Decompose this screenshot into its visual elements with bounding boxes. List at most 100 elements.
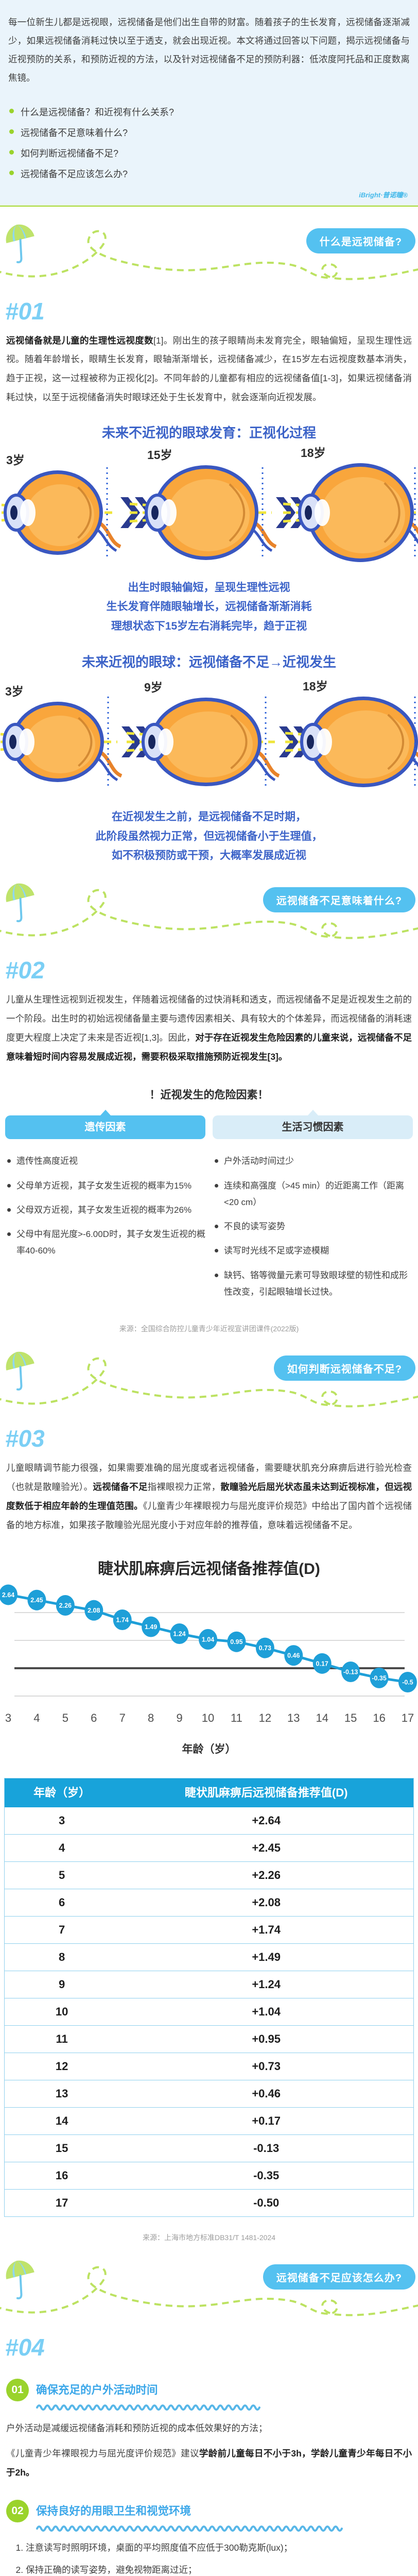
section-03: 如何判断远视储备不足? #03 儿童眼睛调节能力很强，如果需要准确的屈光度或者远… <box>0 1347 418 2243</box>
cell-age: 15 <box>55 2142 68 2155</box>
svg-text:3岁: 3岁 <box>5 685 24 698</box>
cell-age: 6 <box>59 1896 65 1909</box>
decoration-row: 什么是远视储备? <box>0 220 418 297</box>
risk-item: 父母双方近视，其子女发生近视的概率为26% <box>5 1202 205 1218</box>
cell-value: +2.08 <box>252 1896 281 1909</box>
table-row: 13 +0.46 <box>5 2080 413 2108</box>
dashed-curve-decoration <box>0 889 418 939</box>
cell-age: 7 <box>59 1923 65 1937</box>
cell-age: 11 <box>56 2032 68 2046</box>
svg-text:0.95: 0.95 <box>230 1639 242 1646</box>
cell-value: +2.45 <box>252 1841 281 1855</box>
risk-item: 读写时光线不足或字迹模糊 <box>213 1243 413 1259</box>
cell-value: +1.49 <box>252 1951 281 1964</box>
cell-age: 3 <box>59 1814 65 1827</box>
hyperopia-reserve-line-chart: 2.64 2.45 2.26 2.08 1.74 1.49 1.24 1.04 0.95 0.73… <box>0 1584 417 1755</box>
section-number-04: #04 <box>5 2334 45 2361</box>
intro-bullet: 远视储备不足意味着什么? <box>8 126 410 139</box>
table-row: 16 -0.35 <box>5 2162 413 2190</box>
risk-item: 不良的读写姿势 <box>213 1218 413 1235</box>
hygiene-item: 保持正确的读写姿势，避免视物距离过近； <box>26 2561 410 2576</box>
table-row: 3 +2.64 <box>5 1807 413 1835</box>
reserve-table: 年龄（岁） 睫状肌麻痹后远视储备推荐值(D) 3 +2.64 4 +2.45 5 +… <box>4 1778 414 2217</box>
section-number-03: #03 <box>5 1425 45 1452</box>
umbrella-icon <box>6 224 34 263</box>
svg-text:2.64: 2.64 <box>2 1591 14 1599</box>
caption-line: 如不积极预防或干预，大概率发展成近视 <box>112 850 306 862</box>
svg-text:14: 14 <box>316 1711 328 1724</box>
step-title: 确保充足的户外活动时间 <box>36 2384 158 2397</box>
risk-column-lifestyle: 生活习惯因素 户外活动时间过少 连续和高强度（>45 min）的近距离工作（距离<… <box>213 1110 413 1308</box>
step-number-badge: 01 <box>6 2379 29 2402</box>
risk-column-genetic: 遗传因素 遗传性高度近视 父母单方近视，其子女发生近视的概率为15% 父母双方近视，… <box>5 1110 205 1308</box>
svg-text:5: 5 <box>62 1711 68 1724</box>
cell-age: 5 <box>59 1869 65 1882</box>
cell-value: +0.46 <box>252 2087 281 2100</box>
chart-title: 睫状肌麻痹后远视储备推荐值(D) <box>98 1561 320 1578</box>
cell-value: +1.04 <box>252 2005 281 2019</box>
diagram-caption: 出生时眼轴偏短，呈现生理性远视 生长发育伴随眼轴增长，远视储备渐渐消耗 理想状态下1… <box>0 578 418 636</box>
table-row: 4 +2.45 <box>5 1834 413 1862</box>
table-row: 8 +1.49 <box>5 1943 413 1971</box>
diagram-title: 未来近视的眼球：远视储备不足→近视发生 <box>81 654 336 670</box>
dashed-curve-decoration <box>0 1358 418 1408</box>
table-row: 14 +0.17 <box>5 2107 413 2135</box>
risk-factors-table: 遗传因素 遗传性高度近视 父母单方近视，其子女发生近视的概率为15% 父母双方近视，… <box>5 1110 413 1308</box>
hygiene-item: 注意读写时照明环境，桌面的平均照度值不应低于300勒克斯(lux)； <box>26 2539 410 2557</box>
section-01-paragraph: 远视储备就是儿童的生理性远视度数[1]。刚出生的孩子眼睛尚未发育完全，眼轴偏短，… <box>6 331 412 407</box>
reserve-table-body: 3 +2.64 4 +2.45 5 +2.26 6 +2.08 7 +1.74 8 +1.… <box>5 1807 413 2217</box>
svg-text:2.26: 2.26 <box>59 1602 72 1609</box>
risk-factors-title: ！近视发生的危险因素！ <box>149 1089 269 1101</box>
intro-bullet: 如何判断远视储备不足? <box>8 146 410 160</box>
decoration-row: 如何判断远视储备不足? <box>0 1347 418 1425</box>
step-02: 02 保持良好的用眼卫生和视觉环境 <box>6 2499 412 2522</box>
cell-value: +0.73 <box>252 2060 281 2073</box>
caption-line: 生长发育伴随眼轴增长，远视储备渐渐消耗 <box>106 601 312 613</box>
pointer-triangle <box>100 1110 111 1116</box>
risk-item: 遗传性高度近视 <box>5 1153 205 1170</box>
step-title: 保持良好的用眼卫生和视觉环境 <box>36 2504 191 2517</box>
source-note: 来源：上海市地方标准DB31/T 1481-2024 <box>142 2233 276 2242</box>
risk-item: 缺钙、铬等微量元素可导致眼球壁的韧性和成形性改变，引起眼轴增长过快。 <box>213 1267 413 1301</box>
table-row: 7 +1.74 <box>5 1916 413 1944</box>
brand-logo: iBright·普诺瞳® <box>359 191 408 199</box>
svg-text:15岁: 15岁 <box>147 448 172 462</box>
decoration-row: 远视储备不足应该怎么办? <box>0 2256 418 2333</box>
eye-diagram-myopic: 未来近视的眼球：远视储备不足→近视发生 3岁 9岁 18岁 在近视发生之前，是远视储… <box>0 652 418 866</box>
section-03-paragraph: 儿童眼睛调节能力很强，如果需要准确的屈光度或者远视储备，需要睫状肌充分麻痹后进行… <box>6 1463 412 1530</box>
svg-text:9: 9 <box>176 1711 182 1724</box>
step-number-badge: 02 <box>6 2499 29 2522</box>
svg-text:2.45: 2.45 <box>30 1597 43 1604</box>
section-number-01: #01 <box>5 297 45 325</box>
cell-value: +1.24 <box>252 1978 281 1991</box>
svg-text:10: 10 <box>202 1711 214 1724</box>
risk-item: 父母单方近视，其子女发生近视的概率为15% <box>5 1178 205 1194</box>
table-row: 15 -0.13 <box>5 2134 413 2162</box>
intro-paragraph: 每一位新生儿都是远视眼，远视储备是他们出生自带的财富。随着孩子的生长发育，远视储… <box>8 17 410 83</box>
table-row: 5 +2.26 <box>5 1861 413 1889</box>
cell-value: -0.13 <box>253 2142 280 2155</box>
risk-item: 户外活动时间过少 <box>213 1153 413 1170</box>
svg-text:1.49: 1.49 <box>145 1623 157 1631</box>
svg-text:年龄（岁）: 年龄（岁） <box>182 1743 236 1755</box>
table-row: 12 +0.73 <box>5 2053 413 2080</box>
risk-header-lifestyle: 生活习惯因素 <box>213 1110 413 1140</box>
cell-value: -0.50 <box>253 2196 280 2210</box>
paragraph-text: [1]。刚出生的孩子眼睛尚未发育完全，眼轴偏短，呈现生理性远视。随着年龄增长，眼… <box>6 335 412 402</box>
cell-age: 8 <box>59 1951 65 1964</box>
reserve-table-header: 年龄（岁） 睫状肌麻痹后远视储备推荐值(D) <box>5 1778 413 1808</box>
step-01-paragraph: 《儿童青少年裸眼视力与屈光度评价规范》建议学龄前儿童每日不小于3h，学龄儿童青少… <box>6 2448 412 2478</box>
section-01: 什么是远视储备? #01 远视储备就是儿童的生理性远视度数[1]。刚出生的孩子眼… <box>0 220 418 866</box>
intro-section: 每一位新生儿都是远视眼，远视储备是他们出生自带的财富。随着孩子的生长发育，远视储… <box>0 0 418 207</box>
eye-diagram-normal: 未来不近视的眼球发育：正视化过程 3岁 15岁 18岁 出生时眼轴偏短，呈现生理性远… <box>0 422 418 636</box>
svg-text:1.74: 1.74 <box>116 1617 129 1624</box>
cell-age: 4 <box>59 1841 65 1855</box>
header-value: 睫状肌麻痹后远视储备推荐值(D) <box>184 1786 348 1800</box>
cell-value: +2.64 <box>252 1814 281 1827</box>
svg-text:0.46: 0.46 <box>287 1652 300 1659</box>
svg-text:3岁: 3岁 <box>6 453 25 467</box>
svg-text:-0.35: -0.35 <box>372 1675 387 1682</box>
risk-header-genetic: 遗传因素 <box>5 1110 205 1140</box>
svg-text:17: 17 <box>402 1711 414 1724</box>
